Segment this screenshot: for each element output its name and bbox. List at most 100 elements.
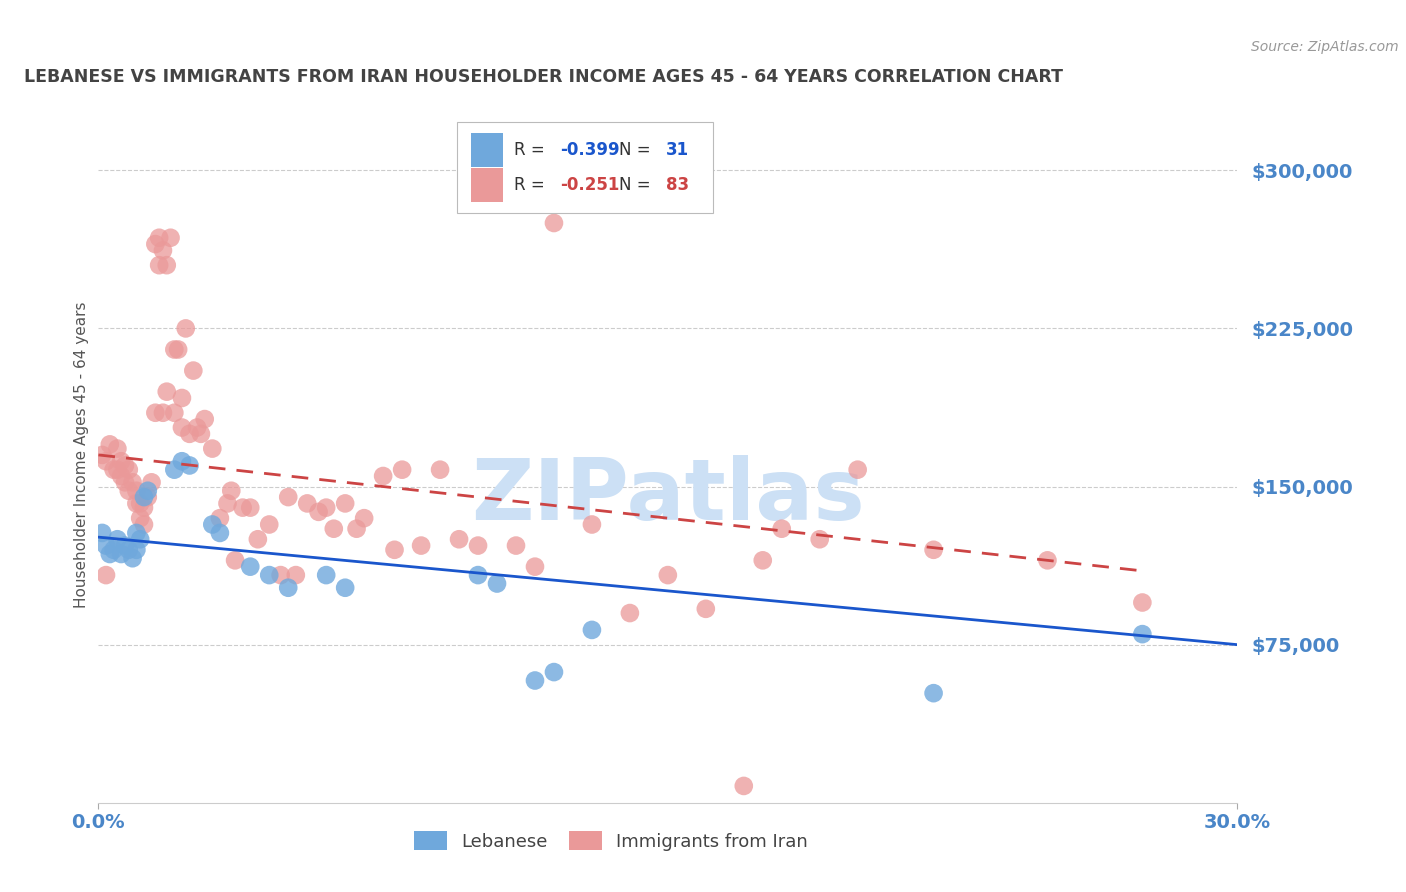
Legend: Lebanese, Immigrants from Iran: Lebanese, Immigrants from Iran xyxy=(406,824,815,858)
Point xyxy=(770,522,793,536)
Point xyxy=(129,496,152,510)
Point xyxy=(246,533,269,547)
FancyBboxPatch shape xyxy=(457,122,713,213)
Point xyxy=(167,343,190,357)
Point xyxy=(322,522,344,536)
Point xyxy=(695,602,717,616)
Point xyxy=(152,244,174,258)
Point xyxy=(114,539,136,553)
Point xyxy=(277,581,299,595)
Point xyxy=(922,542,945,557)
Point xyxy=(94,539,117,553)
Point xyxy=(752,553,775,567)
Point xyxy=(170,391,193,405)
Point xyxy=(121,475,143,490)
Point xyxy=(91,448,114,462)
Text: -0.251: -0.251 xyxy=(560,176,619,194)
Point xyxy=(467,568,489,582)
Point xyxy=(846,463,869,477)
Point xyxy=(129,533,152,547)
Point xyxy=(179,458,201,473)
Text: N =: N = xyxy=(619,176,655,194)
Point xyxy=(110,454,132,468)
Point xyxy=(208,511,231,525)
Point xyxy=(411,539,433,553)
Text: 83: 83 xyxy=(665,176,689,194)
Point xyxy=(136,490,159,504)
Point xyxy=(179,426,201,441)
Point xyxy=(543,216,565,230)
Point xyxy=(239,500,262,515)
Point xyxy=(308,505,330,519)
Point xyxy=(159,231,181,245)
Point xyxy=(163,343,186,357)
Point xyxy=(110,469,132,483)
Point xyxy=(353,511,375,525)
Point xyxy=(170,454,193,468)
Text: LEBANESE VS IMMIGRANTS FROM IRAN HOUSEHOLDER INCOME AGES 45 - 64 YEARS CORRELATI: LEBANESE VS IMMIGRANTS FROM IRAN HOUSEHO… xyxy=(24,68,1063,86)
Point xyxy=(581,517,603,532)
Point xyxy=(132,500,155,515)
Point xyxy=(125,542,148,557)
Y-axis label: Householder Income Ages 45 - 64 years: Householder Income Ages 45 - 64 years xyxy=(75,301,89,608)
Point xyxy=(174,321,197,335)
Point xyxy=(315,500,337,515)
Point xyxy=(118,463,141,477)
Point xyxy=(524,559,547,574)
Point xyxy=(163,406,186,420)
Point xyxy=(581,623,603,637)
Point xyxy=(524,673,547,688)
Point xyxy=(315,568,337,582)
Point xyxy=(224,553,246,567)
Point xyxy=(94,568,117,582)
Point xyxy=(107,463,129,477)
Text: 31: 31 xyxy=(665,141,689,159)
Point xyxy=(136,483,159,498)
Point xyxy=(335,496,357,510)
Point xyxy=(145,237,167,252)
Point xyxy=(190,426,212,441)
Text: -0.399: -0.399 xyxy=(560,141,619,159)
Text: ZIPatlas: ZIPatlas xyxy=(471,455,865,538)
Point xyxy=(429,463,451,477)
Point xyxy=(118,542,141,557)
Point xyxy=(346,522,368,536)
Text: Source: ZipAtlas.com: Source: ZipAtlas.com xyxy=(1251,40,1399,54)
Point xyxy=(201,517,224,532)
Point xyxy=(1036,553,1059,567)
Text: R =: R = xyxy=(515,141,550,159)
Point xyxy=(186,420,208,434)
Point xyxy=(217,496,239,510)
Point xyxy=(98,437,121,451)
Point xyxy=(922,686,945,700)
Text: N =: N = xyxy=(619,141,655,159)
Point xyxy=(114,458,136,473)
Point xyxy=(107,442,129,456)
Point xyxy=(808,533,831,547)
Point xyxy=(129,511,152,525)
Point xyxy=(335,581,357,595)
Point xyxy=(121,551,143,566)
Point xyxy=(208,525,231,540)
Point xyxy=(156,384,179,399)
Point xyxy=(156,258,179,272)
Point xyxy=(232,500,254,515)
Point xyxy=(733,779,755,793)
Point xyxy=(125,483,148,498)
Point xyxy=(371,469,394,483)
Point xyxy=(152,406,174,420)
Point xyxy=(543,665,565,679)
Point xyxy=(505,539,527,553)
Point xyxy=(270,568,292,582)
Point xyxy=(657,568,679,582)
Point xyxy=(1132,595,1154,609)
Point xyxy=(221,483,243,498)
Point xyxy=(148,258,170,272)
Point xyxy=(94,454,117,468)
Point xyxy=(183,363,205,377)
Point xyxy=(284,568,307,582)
Point xyxy=(107,533,129,547)
Point xyxy=(467,539,489,553)
Point xyxy=(449,533,471,547)
Point xyxy=(132,490,155,504)
